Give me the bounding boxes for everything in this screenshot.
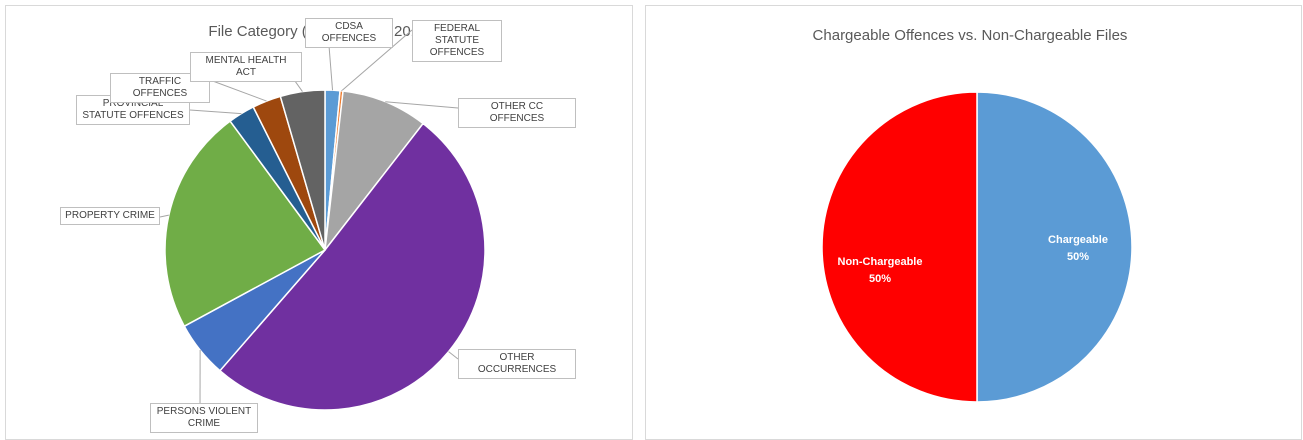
slice-label: Chargeable — [1048, 234, 1108, 246]
leader-line — [189, 109, 242, 115]
slice-label: PROPERTY CRIME — [60, 207, 160, 225]
pie-slice — [976, 91, 1133, 403]
leader-line — [448, 351, 459, 360]
value-label: 50% — [869, 273, 891, 285]
slice-label: PERSONS VIOLENT CRIME — [150, 403, 258, 433]
leader-line — [159, 214, 169, 218]
leader-line — [341, 29, 413, 92]
value-label: 50% — [1067, 251, 1089, 263]
slice-label: MENTAL HEALTH ACT — [190, 52, 302, 82]
slice-label: Non-Chargeable — [838, 256, 923, 268]
slice-label: FEDERAL STATUTE OFFENCES — [412, 20, 502, 62]
pie-slice — [821, 91, 978, 403]
slice-label: CDSA OFFENCES — [305, 18, 393, 48]
pie-slice — [218, 122, 486, 411]
pie-slice — [279, 89, 326, 251]
slice-label: OTHER CC OFFENCES — [458, 98, 576, 128]
pie-slice — [323, 90, 425, 253]
leader-line — [209, 79, 267, 102]
slice-label: OTHER OCCURRENCES — [458, 349, 576, 379]
chart-title: Chargeable Offences vs. Non-Chargeable F… — [813, 27, 1128, 44]
leader-line — [385, 101, 459, 109]
